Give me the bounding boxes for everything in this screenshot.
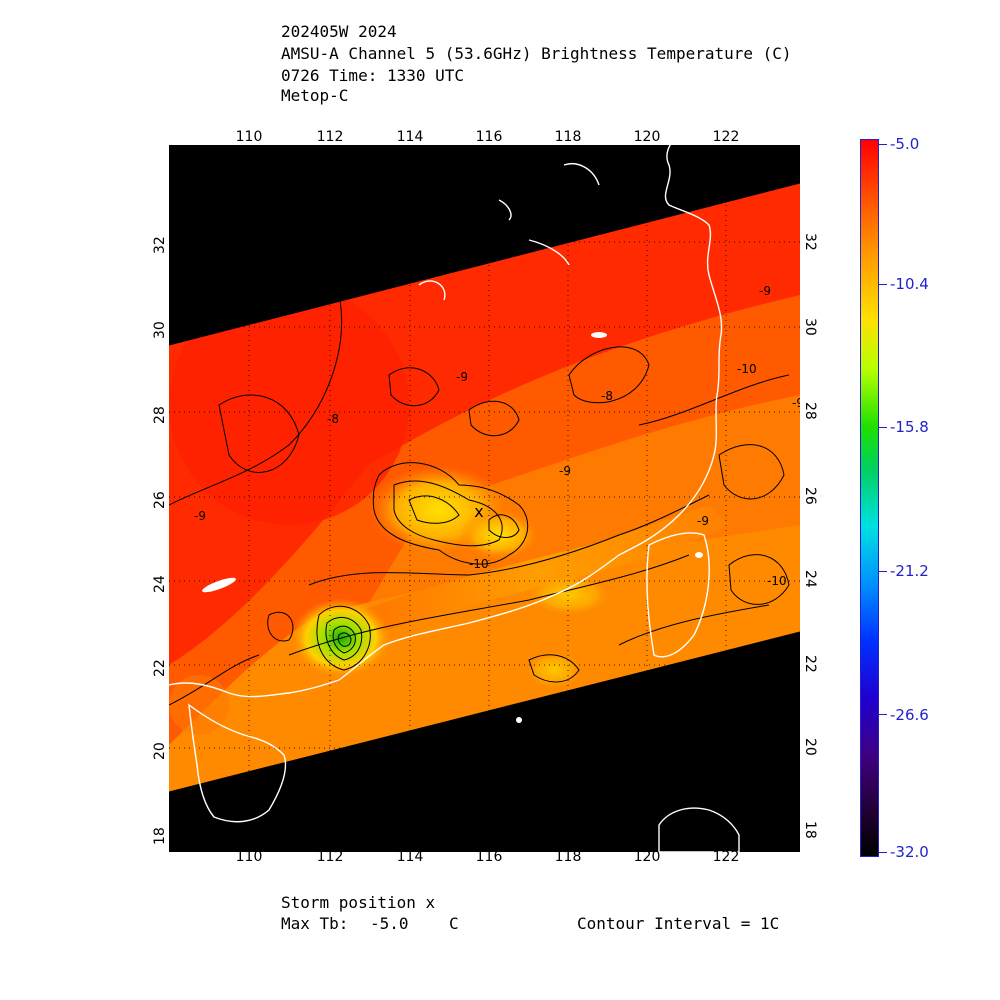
lon-tick-top: 110 — [235, 129, 263, 145]
contour-label-group: -8 -9 -8 -9 -9 -10 -9 -10 -9 -10 -9 — [194, 284, 800, 588]
lat-tick-left: 30 — [152, 321, 168, 339]
lon-tick-bottom: 116 — [475, 849, 503, 865]
lat-tick-left: 20 — [152, 742, 168, 760]
contour-label: -8 — [327, 412, 339, 426]
contour-label: -10 — [469, 557, 489, 571]
contour-label: -10 — [767, 574, 787, 588]
max-tb-value: -5.0 — [370, 914, 409, 933]
lon-tick-top: 112 — [316, 129, 344, 145]
lat-tick-right: 22 — [802, 655, 818, 673]
title-line-1: 202405W 2024 — [281, 22, 397, 41]
grid-lines — [169, 145, 800, 852]
lon-tick-bottom: 114 — [396, 849, 424, 865]
colorbar-tick-label: -26.6 — [890, 706, 929, 724]
brightness-temperature-map: -8 -9 -8 -9 -9 -10 -9 -10 -9 -10 -9 x — [169, 145, 800, 852]
lon-tick-bottom: 110 — [235, 849, 263, 865]
lat-tick-left: 18 — [152, 827, 168, 845]
coastline — [169, 145, 740, 852]
lon-tick-top: 120 — [633, 129, 661, 145]
contour-label: -10 — [737, 362, 757, 376]
lon-tick-top: 122 — [712, 129, 740, 145]
colorbar — [860, 139, 879, 857]
contour-label: -9 — [792, 396, 800, 410]
contour-lines — [169, 294, 790, 706]
contour-label: -8 — [601, 389, 613, 403]
contour-label: -9 — [759, 284, 771, 298]
lat-tick-left: 32 — [152, 236, 168, 254]
contour-label: -9 — [456, 370, 468, 384]
contour-label: -9 — [194, 509, 206, 523]
colorbar-tick-label: -21.2 — [890, 562, 929, 580]
lon-tick-bottom: 112 — [316, 849, 344, 865]
title-line-3: 0726 Time: 1330 UTC — [281, 66, 465, 85]
title-line-2: AMSU-A Channel 5 (53.6GHz) Brightness Te… — [281, 44, 792, 63]
colorbar-tick-label: -32.0 — [890, 843, 929, 861]
islands — [202, 332, 703, 723]
lat-tick-left: 22 — [152, 659, 168, 677]
max-tb-label: Max Tb: — [281, 914, 349, 933]
contour-label: -9 — [559, 464, 571, 478]
lon-tick-bottom: 122 — [712, 849, 740, 865]
lat-tick-right: 18 — [802, 821, 818, 839]
colorbar-tick-marks — [879, 139, 889, 857]
lat-tick-right: 24 — [802, 570, 818, 588]
storm-position-legend: Storm position x — [281, 893, 436, 912]
max-tb-unit: C — [449, 914, 459, 933]
title-line-4: Metop-C — [281, 86, 349, 105]
lat-tick-right: 20 — [802, 738, 818, 756]
swath — [169, 183, 800, 792]
lon-tick-bottom: 120 — [633, 849, 661, 865]
lat-tick-left: 26 — [152, 491, 168, 509]
colorbar-tick-label: -5.0 — [890, 135, 920, 153]
lat-tick-right: 26 — [802, 487, 818, 505]
lat-tick-left: 24 — [152, 575, 168, 593]
lat-tick-right: 28 — [802, 402, 818, 420]
colorbar-tick-label: -10.4 — [890, 275, 929, 293]
lon-tick-top: 114 — [396, 129, 424, 145]
storm-position-marker: x — [474, 502, 483, 521]
lat-tick-right: 30 — [802, 318, 818, 336]
lat-tick-left: 28 — [152, 406, 168, 424]
lon-tick-top: 116 — [475, 129, 503, 145]
colorbar-tick-label: -15.8 — [890, 418, 929, 436]
contour-label: -9 — [697, 514, 709, 528]
contour-interval: Contour Interval = 1C — [577, 914, 780, 933]
lat-tick-right: 32 — [802, 233, 818, 251]
lon-tick-bottom: 118 — [554, 849, 582, 865]
lon-tick-top: 118 — [554, 129, 582, 145]
